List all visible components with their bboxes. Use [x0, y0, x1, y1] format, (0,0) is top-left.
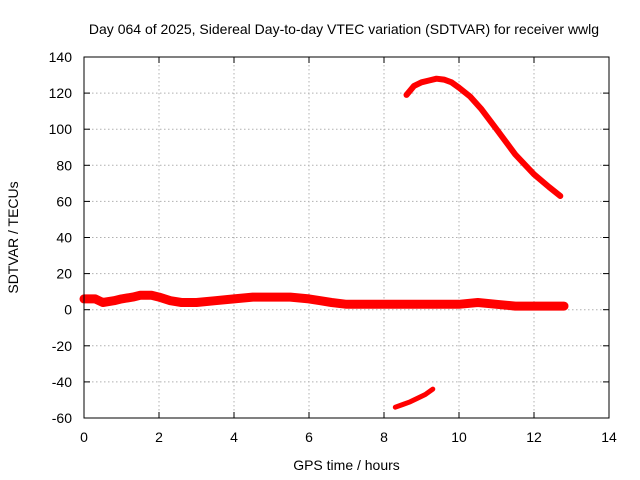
x-tick-label: 8	[380, 429, 388, 445]
x-axis-label: GPS time / hours	[293, 457, 400, 473]
y-tick-label: 140	[49, 49, 73, 65]
series-layer	[79, 75, 569, 410]
x-tick-label: 6	[305, 429, 313, 445]
y-tick-label: 60	[56, 193, 72, 209]
y-tick-label: 80	[56, 157, 72, 173]
x-tick-label: 10	[451, 429, 467, 445]
series-baseline	[79, 290, 569, 311]
x-tick-label: 2	[155, 429, 163, 445]
y-axis-label: SDTVAR / TECUs	[5, 181, 21, 293]
series-upper-arc	[403, 75, 564, 199]
x-tick-label: 14	[601, 429, 617, 445]
y-axis: -60 -40 -20 0 20 40 60 80 100 120 140	[49, 49, 609, 426]
series-lower-segment	[392, 386, 436, 410]
y-tick-label: 0	[64, 302, 72, 318]
y-tick-label: 120	[49, 85, 73, 101]
y-tick-label: 40	[56, 230, 72, 246]
y-tick-label: -60	[52, 410, 72, 426]
x-tick-label: 12	[526, 429, 542, 445]
plot-frame	[83, 56, 610, 419]
y-tick-label: 100	[49, 121, 73, 137]
x-axis: 0 2 4 6 8 10 12 14	[80, 57, 617, 445]
y-tick-label: 20	[56, 266, 72, 282]
chart-title: Day 064 of 2025, Sidereal Day-to-day VTE…	[89, 21, 599, 37]
grid	[84, 57, 609, 418]
y-tick-label: -20	[52, 338, 72, 354]
x-tick-label: 0	[80, 429, 88, 445]
x-tick-label: 4	[230, 429, 238, 445]
y-tick-label: -40	[52, 374, 72, 390]
